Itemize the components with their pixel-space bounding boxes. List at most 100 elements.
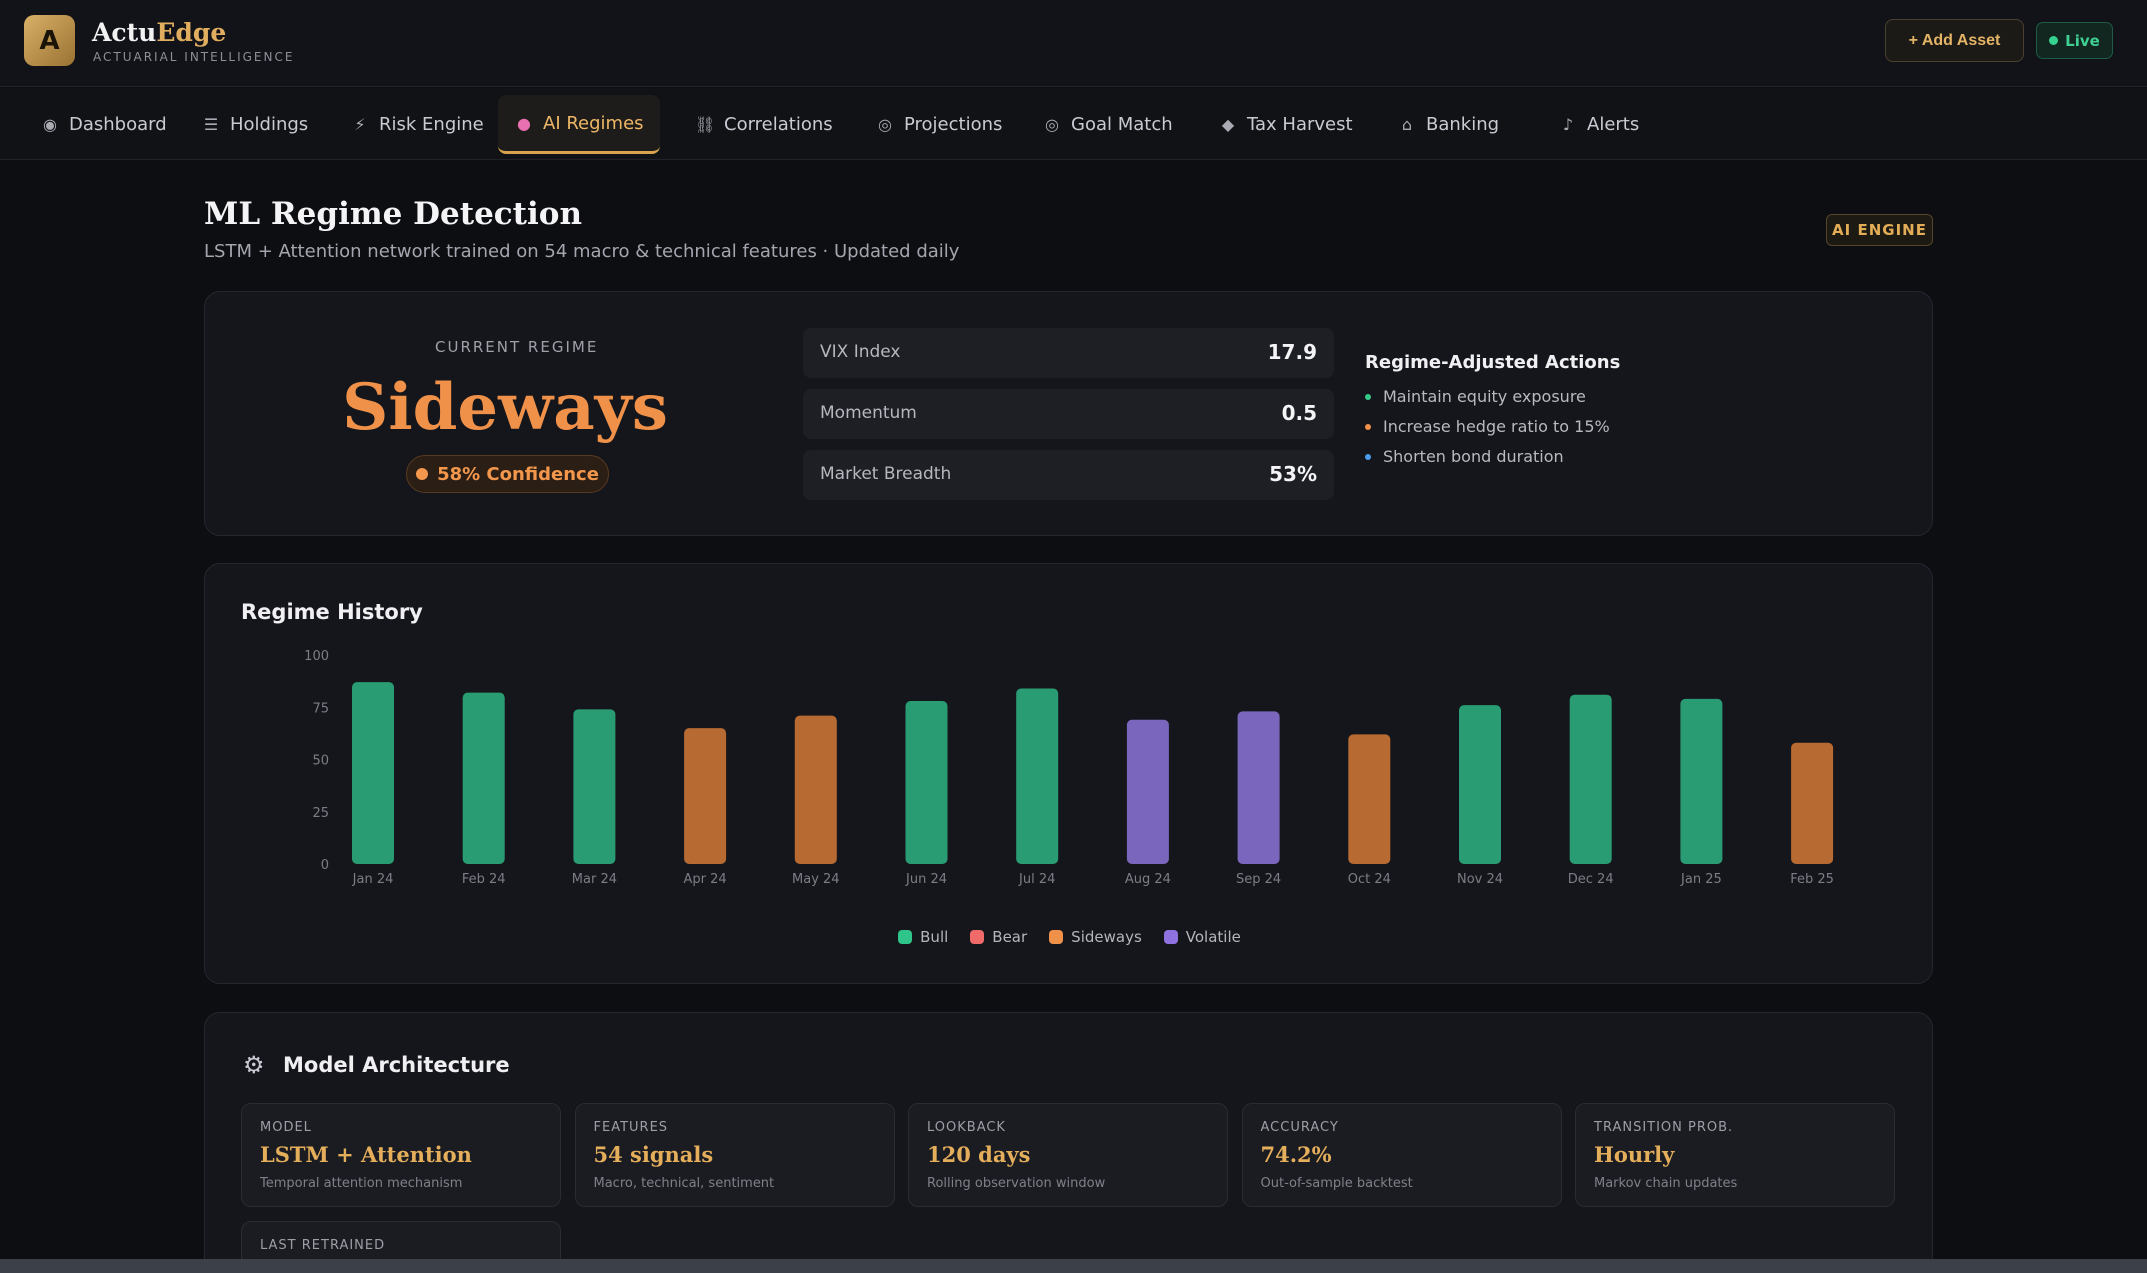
bar-mar-24[interactable]: [573, 709, 616, 864]
model-architecture-card: ⚙ Model Architecture MODEL LSTM + Attenti…: [204, 1012, 1933, 1273]
architecture-item-value: LSTM + Attention: [260, 1142, 472, 1167]
metric-value: 17.9: [1267, 340, 1317, 364]
architecture-item-features: FEATURES 54 signals Macro, technical, sent…: [574, 1103, 895, 1207]
live-dot-icon: [2049, 36, 2059, 45]
tab-label: Tax Harvest: [1247, 114, 1353, 135]
link-icon: ⛓: [695, 115, 716, 134]
logo[interactable]: A: [24, 15, 75, 66]
action-text: Increase hedge ratio to 15%: [1383, 417, 1610, 436]
x-tick-label: Nov 24: [1457, 872, 1503, 887]
architecture-item-desc: Macro, technical, sentiment: [593, 1176, 775, 1191]
tab-risk-engine[interactable]: ⚡ Risk Engine: [334, 95, 500, 154]
architecture-item-label: ACCURACY: [1260, 1120, 1339, 1135]
architecture-item-desc: Rolling observation window: [927, 1176, 1106, 1191]
architecture-item-lookback: LOOKBACK 120 days Rolling observation wind…: [908, 1103, 1228, 1207]
metric-label: VIX Index: [820, 342, 901, 362]
y-tick-label: 75: [312, 701, 329, 716]
architecture-item-label: LOOKBACK: [927, 1120, 1006, 1135]
target-icon: ◎: [878, 115, 892, 134]
bank-icon: ⌂: [1401, 115, 1413, 134]
architecture-title: Model Architecture: [283, 1053, 510, 1077]
brand-name-part2: Edge: [156, 18, 227, 47]
architecture-item-value: Hourly: [1594, 1142, 1675, 1167]
bar-dec-24[interactable]: [1569, 694, 1612, 864]
lightning-icon: ⚡: [354, 115, 366, 134]
architecture-item-value: 74.2%: [1260, 1142, 1332, 1167]
bar-aug-24[interactable]: [1126, 719, 1169, 864]
app-header: A ActuEdge ACTUARIAL INTELLIGENCE + Add …: [0, 0, 2147, 87]
tab-label: AI Regimes: [543, 112, 644, 134]
gem-icon: ◆: [1221, 115, 1235, 134]
architecture-item-value: 120 days: [927, 1142, 1031, 1167]
bar-jun-24[interactable]: [905, 700, 948, 864]
architecture-item-desc: Markov chain updates: [1594, 1176, 1738, 1191]
legend-label: Volatile: [1185, 928, 1241, 946]
x-tick-label: Jul 24: [1018, 872, 1055, 887]
legend-item-sideways[interactable]: Sideways: [1049, 928, 1142, 946]
tab-alerts[interactable]: ♪ Alerts: [1542, 95, 1655, 154]
bar-sep-24[interactable]: [1237, 711, 1280, 864]
tab-projections[interactable]: ◎ Projections: [859, 95, 1018, 154]
regime-history-chart: 100 75 50 25 0 Jan 24 Feb 24 Mar 24 Apr 24 May 24…: [304, 649, 1834, 887]
tab-label: Risk Engine: [379, 114, 484, 135]
bar-jul-24[interactable]: [1016, 688, 1059, 864]
regime-action-item: Maintain equity exposure: [1365, 387, 1586, 406]
architecture-item-label: MODEL: [260, 1120, 312, 1135]
architecture-item-label: LAST RETRAINED: [260, 1238, 386, 1253]
regime-actions-title: Regime-Adjusted Actions: [1365, 352, 1621, 373]
tab-ai-regimes[interactable]: ● AI Regimes: [498, 95, 660, 154]
current-regime-name: Sideways: [342, 370, 668, 445]
legend-item-bull[interactable]: Bull: [898, 928, 948, 946]
bullseye-icon: ◎: [1045, 115, 1059, 134]
bullet-icon: [1365, 453, 1371, 460]
x-tick-label: Oct 24: [1348, 872, 1391, 887]
metric-value: 0.5: [1281, 401, 1317, 425]
metric-vix: VIX Index 17.9: [803, 328, 1334, 378]
bar-feb-24[interactable]: [462, 692, 505, 864]
tab-label: Projections: [904, 114, 1003, 135]
x-tick-label: May 24: [792, 872, 840, 887]
tab-label: Goal Match: [1071, 114, 1173, 135]
architecture-item-value: 54 signals: [593, 1142, 714, 1167]
bar-apr-24[interactable]: [684, 728, 727, 864]
tab-label: Holdings: [230, 114, 309, 135]
live-status-badge[interactable]: Live: [2036, 22, 2113, 59]
bar-feb-25[interactable]: [1791, 742, 1834, 864]
gear-icon: ⚙: [243, 1051, 265, 1079]
x-tick-label: Jan 25: [1680, 872, 1722, 887]
tab-correlations[interactable]: ⛓ Correlations: [679, 95, 849, 154]
bar-oct-24[interactable]: [1348, 734, 1391, 864]
tab-holdings[interactable]: ☰ Holdings: [185, 95, 324, 154]
action-text: Maintain equity exposure: [1383, 387, 1586, 406]
brand-tagline: ACTUARIAL INTELLIGENCE: [93, 50, 295, 64]
tab-label: Correlations: [724, 114, 833, 135]
legend-swatch: [970, 930, 985, 944]
y-tick-label: 100: [304, 649, 329, 664]
metric-label: Momentum: [820, 403, 917, 423]
bar-jan-25[interactable]: [1680, 698, 1723, 864]
y-tick-label: 50: [312, 754, 329, 769]
bottom-scroll-bar[interactable]: [0, 1259, 2147, 1273]
legend-item-bear[interactable]: Bear: [970, 928, 1027, 946]
tab-banking[interactable]: ⌂ Banking: [1381, 95, 1515, 154]
architecture-item-model: MODEL LSTM + Attention Temporal attention …: [241, 1103, 561, 1207]
bar-nov-24[interactable]: [1459, 705, 1501, 864]
legend-label: Bull: [920, 928, 949, 946]
add-asset-button[interactable]: + Add Asset: [1885, 19, 2024, 62]
bar-may-24[interactable]: [794, 715, 837, 864]
chart-title: Regime History: [241, 600, 423, 624]
bell-icon: ♪: [1562, 115, 1574, 134]
confidence-label: 58% Confidence: [437, 463, 599, 485]
x-tick-label: Dec 24: [1568, 872, 1614, 887]
x-tick-label: Jun 24: [905, 872, 947, 887]
y-tick-label: 0: [321, 858, 329, 873]
bar-jan-24[interactable]: [352, 682, 394, 864]
live-label: Live: [2065, 31, 2100, 50]
tab-goal-match[interactable]: ◎ Goal Match: [1026, 95, 1189, 154]
tab-tax-harvest[interactable]: ◆ Tax Harvest: [1202, 95, 1369, 154]
legend-item-volatile[interactable]: Volatile: [1163, 928, 1241, 946]
tab-dashboard[interactable]: ◉ Dashboard: [24, 95, 183, 154]
regime-history-card: 100 75 50 25 0 Jan 24 Feb 24 Mar 24 Apr 24 May 24…: [204, 563, 1933, 984]
x-tick-label: Sep 24: [1236, 872, 1281, 887]
x-tick-label: Apr 24: [684, 872, 727, 887]
